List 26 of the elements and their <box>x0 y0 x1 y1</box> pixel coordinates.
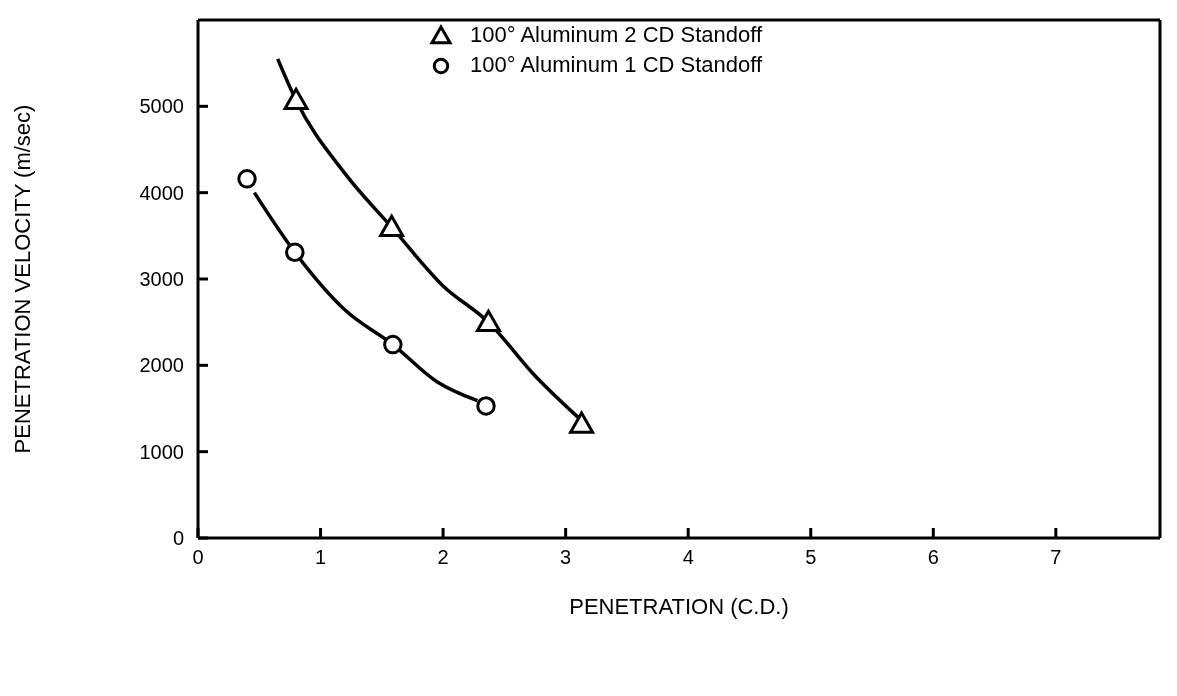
x-tick-label: 6 <box>927 546 939 569</box>
y-tick-label: 2000 <box>139 354 184 377</box>
y-tick-label: 1000 <box>139 440 184 463</box>
point <box>283 87 309 111</box>
point <box>569 411 595 434</box>
point <box>475 309 501 332</box>
legend-label: 100° Aluminum 2 CD Standoff <box>470 22 763 48</box>
point <box>379 214 405 237</box>
x-tick-label: 1 <box>314 546 327 569</box>
x-tick-label: 4 <box>682 546 694 569</box>
point <box>237 169 257 189</box>
point <box>383 334 403 355</box>
legend-label: 100° Aluminum 1 CD Standoff <box>470 52 763 78</box>
y-axis-title: PENETRATION VELOCITY (m/sec) <box>9 104 35 454</box>
y-tick-label: 5000 <box>139 95 184 118</box>
x-tick-label: 5 <box>805 546 817 569</box>
point <box>476 396 496 416</box>
x-tick-label: 7 <box>1050 546 1062 569</box>
x-axis-title: PENETRATION (C.D.) <box>569 594 789 619</box>
point <box>285 242 305 262</box>
x-tick-label: 0 <box>192 546 204 569</box>
y-tick-label: 3000 <box>139 268 184 291</box>
x-tick-label: 3 <box>560 546 572 569</box>
x-tick-label: 2 <box>437 546 449 569</box>
y-tick-label: 4000 <box>139 181 184 204</box>
y-tick-label: 0 <box>172 527 184 550</box>
